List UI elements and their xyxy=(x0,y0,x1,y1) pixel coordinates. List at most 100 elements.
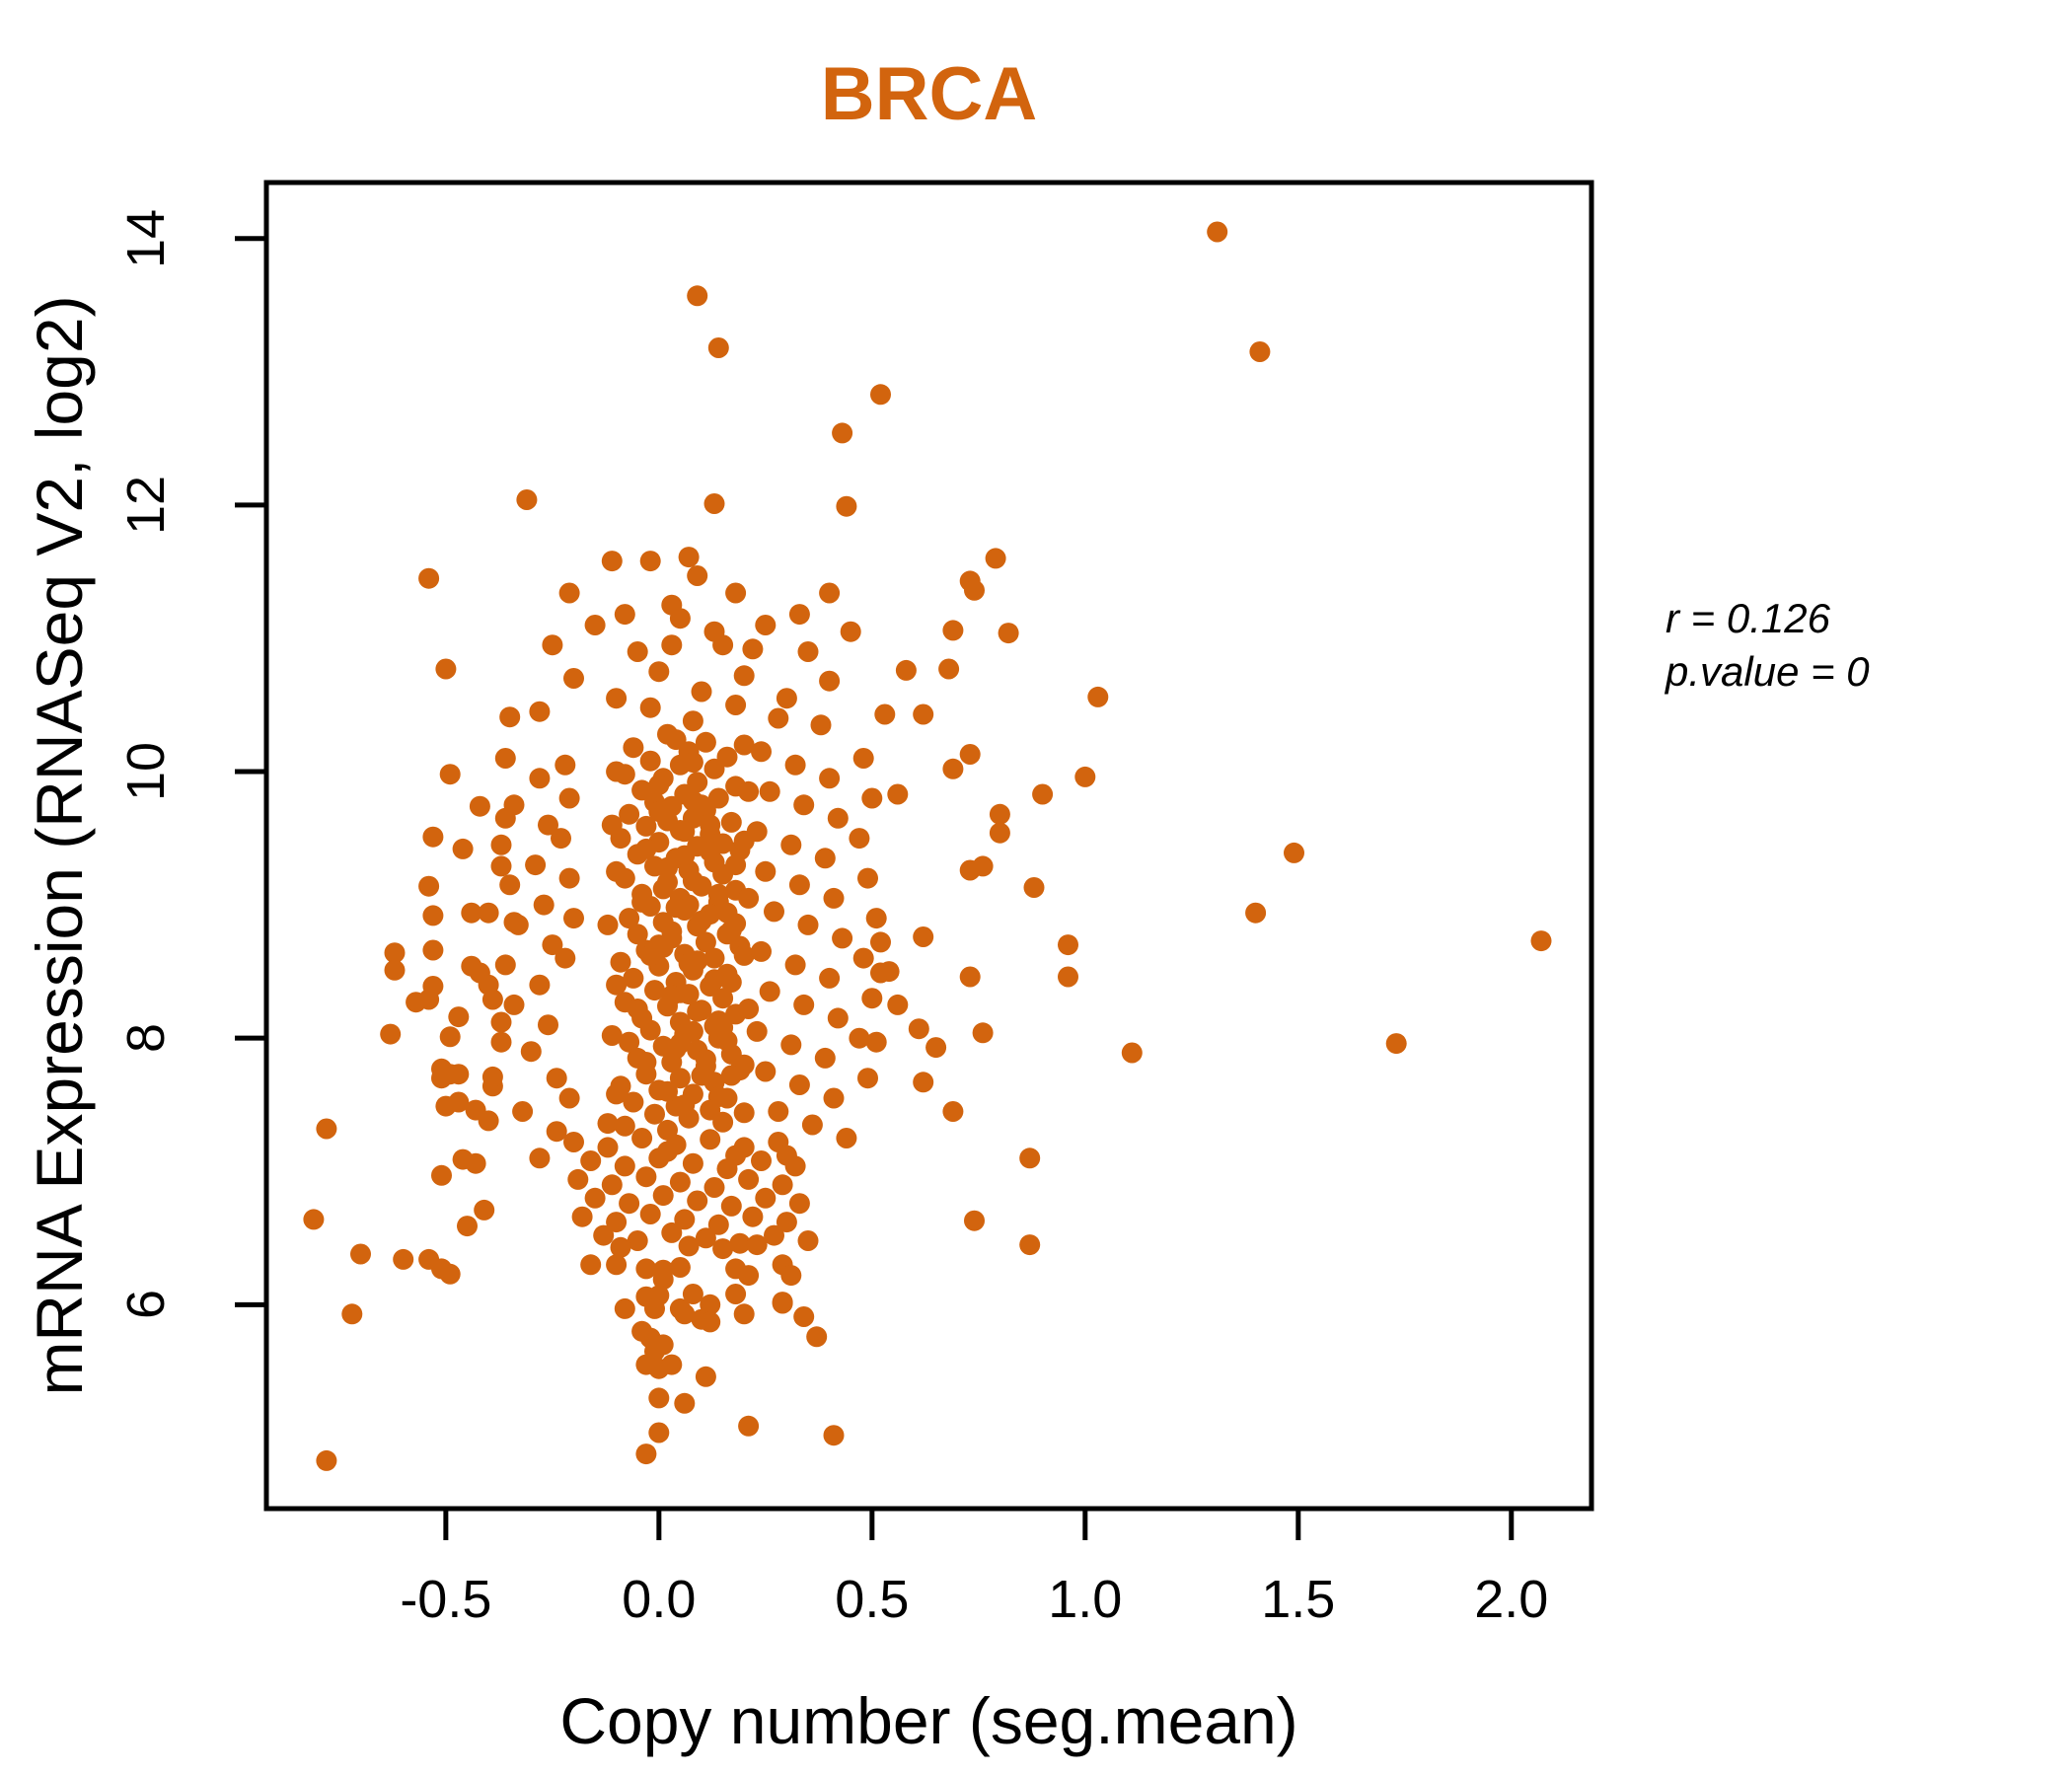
data-point xyxy=(682,1152,703,1174)
data-point xyxy=(870,384,891,406)
data-point xyxy=(707,1214,729,1235)
data-point xyxy=(806,1326,828,1348)
data-point xyxy=(819,582,841,604)
data-point xyxy=(490,834,512,855)
data-point xyxy=(687,1000,708,1022)
data-point xyxy=(755,1187,777,1209)
data-point xyxy=(665,897,687,919)
data-point xyxy=(563,1132,584,1152)
data-point xyxy=(674,1303,696,1325)
data-point xyxy=(703,947,725,969)
data-point xyxy=(895,659,917,681)
data-point xyxy=(661,1354,683,1375)
data-point xyxy=(725,913,747,934)
data-point xyxy=(913,703,934,725)
data-point xyxy=(814,1047,836,1069)
data-point xyxy=(657,856,678,878)
data-point xyxy=(452,838,474,859)
data-point xyxy=(819,670,841,692)
data-point xyxy=(712,1111,734,1133)
data-point xyxy=(1284,842,1304,863)
data-point xyxy=(682,752,703,774)
data-point xyxy=(639,750,661,772)
data-point xyxy=(499,706,521,728)
data-point xyxy=(1074,766,1096,787)
correlation-r-text: r = 0.126 xyxy=(1665,595,1830,641)
data-point xyxy=(797,1230,819,1251)
data-point xyxy=(469,795,490,817)
data-point xyxy=(913,926,934,947)
data-point xyxy=(529,768,551,789)
data-point xyxy=(738,887,760,909)
data-point xyxy=(788,874,810,896)
data-point xyxy=(865,908,887,929)
data-point xyxy=(439,1263,461,1285)
data-point xyxy=(1019,1147,1041,1169)
data-point xyxy=(738,1415,760,1437)
data-point xyxy=(964,1210,985,1231)
data-point xyxy=(648,801,670,823)
data-point xyxy=(857,1068,878,1089)
data-point xyxy=(678,547,700,568)
data-point xyxy=(751,741,772,763)
data-point xyxy=(819,967,841,989)
data-point xyxy=(678,1235,700,1257)
data-point xyxy=(733,1303,755,1325)
data-point xyxy=(938,658,960,680)
data-point xyxy=(759,981,780,1002)
data-point xyxy=(457,1216,478,1237)
data-point xyxy=(1249,341,1271,362)
data-point xyxy=(733,665,755,687)
data-point xyxy=(751,1150,772,1171)
data-point xyxy=(584,1187,606,1209)
data-point xyxy=(380,1023,402,1045)
data-point xyxy=(687,1190,708,1212)
data-point xyxy=(942,620,964,641)
data-point xyxy=(712,988,734,1009)
data-point xyxy=(801,1114,823,1136)
data-point xyxy=(648,1422,670,1443)
data-point xyxy=(614,1297,635,1319)
data-point xyxy=(567,1168,589,1190)
data-point xyxy=(652,1185,674,1207)
data-point xyxy=(691,910,712,931)
data-point xyxy=(700,814,721,836)
data-point xyxy=(422,826,444,848)
y-tick-label: 12 xyxy=(116,475,176,535)
data-point xyxy=(606,974,628,996)
data-point xyxy=(687,565,708,586)
data-point xyxy=(738,780,760,802)
data-point xyxy=(669,1171,691,1193)
data-point xyxy=(1032,783,1054,805)
data-point xyxy=(788,1074,810,1095)
data-point xyxy=(861,787,883,809)
data-point xyxy=(448,1006,470,1028)
data-point xyxy=(623,967,644,989)
data-point xyxy=(703,969,725,991)
data-point xyxy=(418,567,440,589)
data-point xyxy=(665,729,687,751)
data-point xyxy=(538,1014,558,1036)
data-point xyxy=(703,758,725,779)
data-point xyxy=(619,1031,640,1053)
data-point xyxy=(614,1115,635,1137)
data-point xyxy=(644,1297,665,1319)
data-point xyxy=(989,822,1010,844)
data-point xyxy=(797,641,819,662)
data-point xyxy=(772,1292,793,1313)
data-point xyxy=(648,1387,670,1409)
data-point xyxy=(584,615,606,635)
data-point xyxy=(597,1113,619,1135)
data-point xyxy=(989,803,1010,825)
data-point xyxy=(674,845,696,866)
data-point xyxy=(852,947,874,969)
data-point xyxy=(316,1449,337,1471)
data-point xyxy=(533,894,555,916)
data-point xyxy=(558,582,580,604)
data-point xyxy=(780,834,802,855)
data-point xyxy=(606,860,628,882)
data-point xyxy=(942,1101,964,1122)
data-point xyxy=(682,790,703,812)
data-point xyxy=(695,731,716,753)
